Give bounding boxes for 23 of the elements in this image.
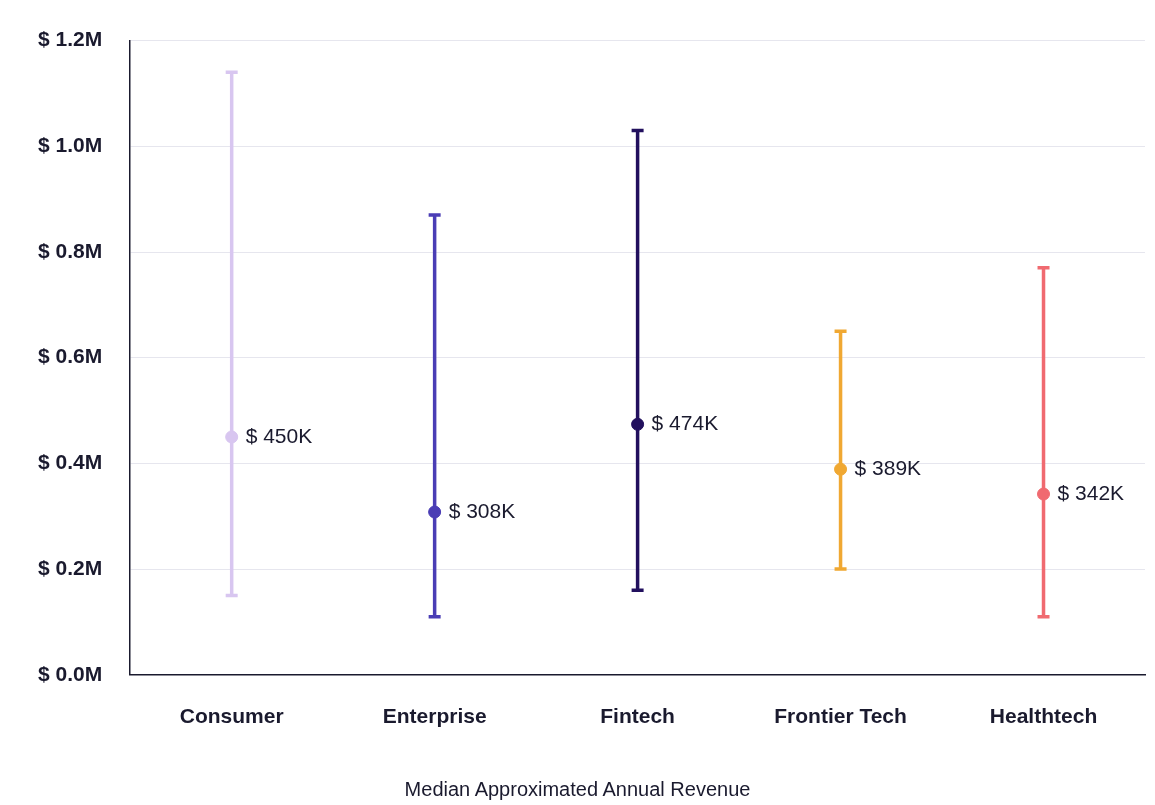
- point: [834, 462, 848, 476]
- x-axis-title: Median Approximated Annual Revenue: [403, 778, 752, 801]
- y-tick-label: $ 0.4M: [38, 450, 103, 474]
- point: [631, 417, 645, 431]
- data-label: $ 389K: [854, 456, 922, 480]
- data-label: $ 474K: [651, 411, 719, 435]
- y-tick-label: $ 0.0M: [38, 661, 103, 685]
- x-tick-label: Fintech: [600, 704, 675, 728]
- x-tick-label: Enterprise: [382, 704, 487, 728]
- x-tick-label: Healthtech: [989, 704, 1098, 728]
- data-label: $ 342K: [1057, 480, 1125, 504]
- y-tick-label: $ 0.2M: [38, 555, 103, 579]
- point: [428, 505, 442, 519]
- point: [1037, 487, 1051, 501]
- x-tick-label: Consumer: [179, 704, 284, 728]
- y-tick-label: $ 1.0M: [38, 133, 103, 157]
- x-tick-label: Frontier Tech: [774, 704, 907, 728]
- y-tick-label: $ 1.2M: [38, 27, 103, 51]
- data-label: $ 450K: [245, 423, 313, 447]
- y-tick-label: $ 0.8M: [38, 238, 103, 262]
- point: [225, 430, 239, 444]
- y-tick-label: $ 0.6M: [38, 344, 103, 368]
- data-label: $ 308K: [448, 498, 516, 522]
